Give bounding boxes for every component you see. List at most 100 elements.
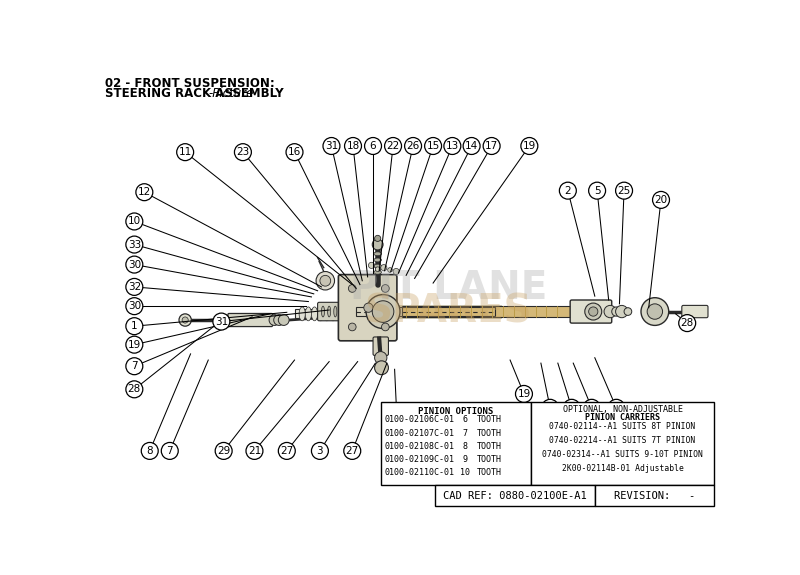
Text: -Picture: -Picture (209, 87, 254, 99)
Circle shape (390, 442, 407, 459)
Circle shape (349, 323, 356, 331)
Circle shape (604, 305, 616, 318)
Text: 7: 7 (463, 428, 468, 438)
Text: 7: 7 (166, 446, 173, 456)
Text: 0740-02114--A1 SUITS 8T PINION: 0740-02114--A1 SUITS 8T PINION (550, 423, 696, 431)
Circle shape (615, 305, 628, 318)
Circle shape (393, 269, 399, 275)
Text: 4: 4 (547, 403, 554, 413)
Circle shape (615, 182, 633, 199)
Text: 0740-02214--A1 SUITS 7T PINION: 0740-02214--A1 SUITS 7T PINION (550, 436, 696, 445)
Circle shape (278, 315, 289, 325)
Circle shape (583, 399, 600, 416)
Text: 10: 10 (461, 468, 470, 477)
Text: 27: 27 (346, 446, 359, 456)
Ellipse shape (349, 307, 354, 321)
Ellipse shape (336, 307, 342, 321)
Circle shape (320, 275, 330, 286)
Circle shape (374, 351, 387, 364)
Circle shape (515, 385, 533, 402)
Text: 9: 9 (463, 455, 468, 464)
Text: 7: 7 (589, 403, 595, 413)
Ellipse shape (374, 258, 382, 262)
Text: 21: 21 (248, 446, 261, 456)
Text: 24: 24 (392, 446, 405, 456)
Text: REVISION:   -: REVISION: - (614, 490, 695, 501)
Text: 0100-02108C-01: 0100-02108C-01 (385, 442, 454, 451)
Text: 2: 2 (565, 186, 571, 196)
Ellipse shape (306, 307, 311, 321)
Text: 10: 10 (128, 216, 141, 227)
Circle shape (678, 315, 696, 332)
Text: TOOTH: TOOTH (477, 416, 502, 424)
Circle shape (323, 137, 340, 155)
Circle shape (344, 442, 361, 459)
Ellipse shape (311, 307, 318, 321)
FancyBboxPatch shape (318, 302, 344, 321)
Circle shape (136, 184, 153, 201)
Text: 20: 20 (654, 195, 667, 205)
Text: 6: 6 (370, 141, 376, 151)
Circle shape (542, 399, 558, 416)
Text: 14: 14 (465, 141, 478, 151)
Text: 12: 12 (138, 187, 151, 197)
Circle shape (585, 303, 602, 320)
Bar (531, 402, 714, 485)
Circle shape (349, 285, 356, 292)
Circle shape (345, 137, 362, 155)
Circle shape (382, 285, 390, 292)
Text: 30: 30 (128, 259, 141, 270)
Text: 0740-02314--A1 SUITS 9-10T PINION: 0740-02314--A1 SUITS 9-10T PINION (542, 450, 703, 459)
Text: TOOTH: TOOTH (477, 442, 502, 451)
Circle shape (374, 235, 381, 242)
Circle shape (215, 442, 232, 459)
Text: SPARES: SPARES (365, 293, 532, 331)
Text: 27: 27 (280, 446, 294, 456)
Circle shape (126, 278, 143, 296)
Ellipse shape (334, 306, 337, 317)
Text: 19: 19 (522, 141, 536, 151)
Text: PIT LANE: PIT LANE (350, 270, 547, 308)
Text: OPTIONAL, NON-ADJUSTABLE: OPTIONAL, NON-ADJUSTABLE (562, 405, 682, 415)
FancyBboxPatch shape (228, 313, 273, 327)
Text: TOOTH: TOOTH (477, 455, 502, 464)
Circle shape (269, 315, 280, 325)
Circle shape (177, 144, 194, 160)
Text: 19: 19 (518, 389, 530, 399)
Bar (594, 485, 714, 507)
Text: 0100-02109C-01: 0100-02109C-01 (385, 455, 454, 464)
Bar (356, 307, 494, 316)
Circle shape (126, 318, 143, 335)
Ellipse shape (318, 307, 324, 321)
Circle shape (126, 298, 143, 315)
Circle shape (385, 137, 402, 155)
Text: 31: 31 (325, 141, 338, 151)
FancyBboxPatch shape (570, 300, 612, 323)
Circle shape (405, 137, 422, 155)
Circle shape (126, 381, 143, 398)
Circle shape (182, 317, 188, 323)
Circle shape (559, 182, 576, 199)
Circle shape (372, 301, 394, 323)
Text: 2K00-02114B-01 Adjustable: 2K00-02114B-01 Adjustable (562, 464, 683, 473)
Text: 02 - FRONT SUSPENSION:: 02 - FRONT SUSPENSION: (105, 76, 275, 90)
Circle shape (364, 303, 373, 312)
Text: PINION OPTIONS: PINION OPTIONS (418, 407, 494, 416)
Text: 1: 1 (131, 321, 138, 331)
Text: 6: 6 (463, 416, 468, 424)
Text: 18: 18 (346, 141, 360, 151)
Text: 15: 15 (426, 141, 440, 151)
Circle shape (142, 442, 158, 459)
Text: 33: 33 (128, 240, 141, 250)
Text: 17: 17 (485, 141, 498, 151)
Circle shape (126, 358, 143, 375)
Circle shape (444, 137, 461, 155)
Text: CAD REF: 0880-02100E-A1: CAD REF: 0880-02100E-A1 (443, 490, 586, 501)
Ellipse shape (328, 306, 330, 317)
Circle shape (286, 144, 303, 160)
Circle shape (608, 399, 625, 416)
Text: TOOTH: TOOTH (477, 428, 502, 438)
Ellipse shape (374, 270, 382, 274)
Text: 30: 30 (128, 301, 141, 311)
Text: PINION CARRIERS: PINION CARRIERS (585, 413, 660, 422)
